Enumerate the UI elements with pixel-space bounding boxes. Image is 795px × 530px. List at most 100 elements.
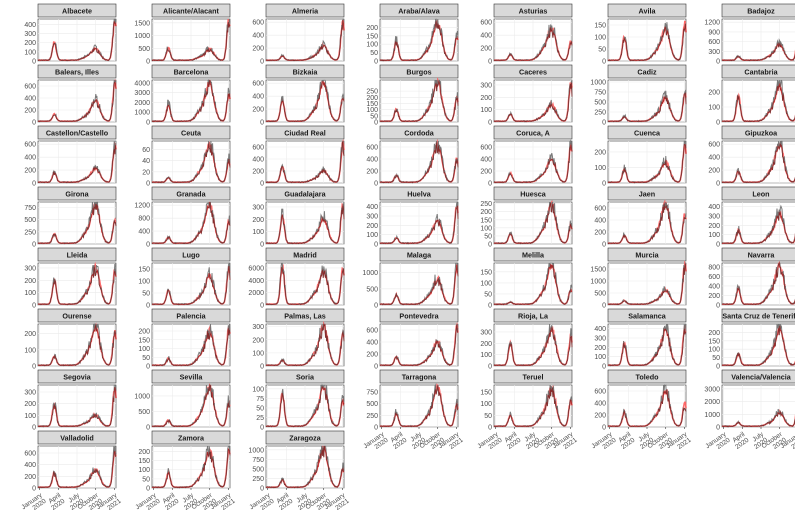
panel-navarra: Navarra 0 200 400 600 800 [708, 247, 795, 310]
y-tick-label: 0 [716, 364, 720, 371]
y-tick-label: 0 [146, 242, 150, 249]
x-tick-label: April2020 [388, 431, 408, 451]
y-tick-label: 400 [708, 204, 720, 211]
y-tick-label: 0 [374, 59, 378, 66]
x-tick-label: January2021 [323, 492, 351, 517]
y-tick-label: 75 [256, 396, 264, 403]
strip-alicante-alacant [151, 3, 231, 18]
y-tick-label: 150 [480, 217, 492, 224]
strip-navarra [721, 247, 795, 262]
strip-granada [151, 186, 231, 201]
y-tick-label: 0 [602, 242, 606, 249]
y-tick-label: 0 [602, 303, 606, 310]
y-tick-label: 0 [488, 181, 492, 188]
panel-title: Lugo [182, 251, 200, 260]
strip-guadalajara [265, 186, 345, 201]
y-tick-label: 600 [252, 145, 264, 152]
y-tick-label: 400 [24, 462, 36, 469]
y-tick-label: 25 [256, 415, 264, 422]
y-tick-label: 1000 [362, 270, 378, 277]
series-overlap [265, 323, 345, 367]
strip-lleida [37, 247, 117, 262]
x-tick-label: January2020 [248, 492, 276, 517]
strip-huesca [493, 186, 573, 201]
panel-title: Almeria [292, 7, 319, 16]
plot-area [721, 262, 795, 306]
panel-madrid: Madrid 0 2000 4000 6000 [248, 247, 345, 310]
x-tick-label: April2020 [46, 492, 66, 512]
panel-title: Caceres [519, 68, 547, 77]
strip-palmas-las [265, 308, 345, 323]
y-tick-label: 500 [366, 401, 378, 408]
panel-valencia-valencia: Valencia/Valencia 0 1000 2000 3000 January202… [704, 369, 795, 451]
panel-title: Santa Cruz de Tenerife [722, 312, 795, 321]
series-overlap [37, 323, 117, 367]
strip-zaragoza [265, 430, 345, 445]
series-overlap [151, 22, 231, 62]
y-tick-label: 1500 [134, 20, 150, 27]
panel-title: Ciudad Real [284, 129, 326, 138]
y-tick-label: 600 [252, 81, 264, 88]
y-tick-label: 250 [366, 89, 378, 96]
y-tick-label: 300 [366, 214, 378, 221]
panel-title: Sevilla [180, 373, 204, 382]
y-tick-label: 800 [708, 264, 720, 271]
panel-jaen: Jaen 0 200 400 600 [594, 186, 687, 249]
y-tick-label: 50 [484, 291, 492, 298]
y-tick-label: 0 [716, 59, 720, 66]
panel-almeria: Almeria 0 200 400 600 [252, 3, 345, 66]
x-tick-label: January2020 [590, 431, 618, 456]
strip-asturias [493, 3, 573, 18]
y-tick-label: 1500 [590, 267, 606, 274]
panel-caceres: Caceres 0 100 200 300 [480, 64, 573, 127]
y-tick-label: 4000 [134, 80, 150, 87]
series-overlap [721, 261, 795, 306]
panel-title: Pontevedra [399, 312, 439, 321]
y-tick-label: 200 [708, 293, 720, 300]
strip-avila [607, 3, 687, 18]
panel-title: Palencia [176, 312, 206, 321]
y-tick-label: 0 [260, 486, 264, 493]
y-tick-label: 100 [138, 467, 150, 474]
y-tick-label: 400 [24, 22, 36, 29]
series-overlap [494, 387, 573, 428]
series-overlap [37, 203, 117, 245]
y-tick-label: 200 [594, 413, 606, 420]
y-tick-label: 300 [480, 329, 492, 336]
series-overlap [37, 21, 117, 62]
panel-segovia: Segovia 0 100 200 300 [24, 369, 117, 432]
y-tick-label: 200 [366, 223, 378, 230]
series-overlap [151, 143, 231, 184]
panel-zaragoza: Zaragoza 0 250 500 750 1000 January2020 April20… [248, 430, 351, 517]
strip-gipuzkoa [721, 125, 795, 140]
y-tick-label: 400 [24, 96, 36, 103]
y-tick-label: 1000 [134, 110, 150, 117]
x-tick-label: January2021 [209, 492, 237, 517]
strip-sevilla [151, 369, 231, 384]
panel-murcia: Murcia 0 500 1000 1500 [590, 247, 687, 310]
y-tick-label: 0 [260, 242, 264, 249]
y-tick-label: 0 [260, 303, 264, 310]
panel-title: Jaen [639, 190, 655, 199]
panel-tarragona: Tarragona 0 250 500 750 January2020 April2020 J… [362, 369, 465, 451]
y-tick-label: 150 [480, 269, 492, 276]
series-overlap [493, 202, 573, 245]
y-tick-label: 3000 [704, 386, 720, 393]
y-tick-label: 300 [708, 49, 720, 56]
y-tick-label: 100 [594, 165, 606, 172]
panel-title: Gipuzkoa [745, 129, 778, 138]
y-tick-label: 600 [252, 20, 264, 27]
series-overlap [379, 81, 459, 122]
panel-title: Avila [639, 7, 657, 16]
panel-cuenca: Cuenca 0 100 200 [594, 125, 687, 188]
series-overlap [265, 81, 345, 123]
y-tick-label: 0 [602, 364, 606, 371]
y-tick-label: 100 [366, 107, 378, 114]
y-tick-label: 600 [366, 145, 378, 152]
y-tick-label: 400 [594, 218, 606, 225]
strip-valladolid [37, 430, 117, 445]
y-tick-label: 0 [146, 120, 150, 127]
series-overlap [721, 42, 795, 62]
strip-bizkaia [265, 64, 345, 79]
panel-sevilla: Sevilla 0 500 1000 [134, 369, 231, 432]
